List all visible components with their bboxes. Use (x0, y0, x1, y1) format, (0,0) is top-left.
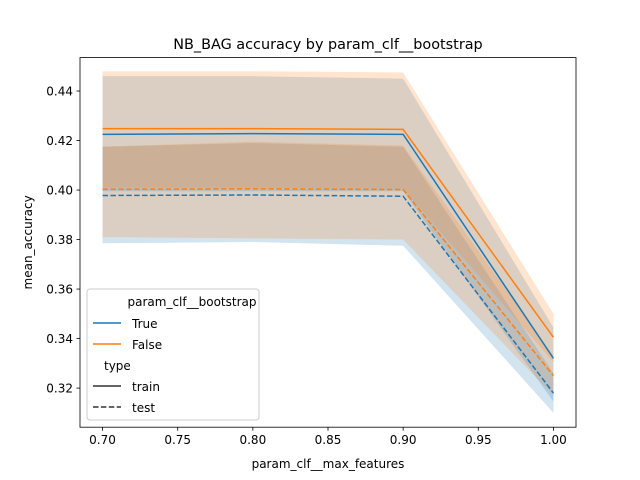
ci-band-true-test (102, 143, 554, 413)
y-axis-label: mean_accuracy (21, 195, 35, 289)
ci-band-true-train (102, 76, 554, 402)
series-line-false-test (102, 188, 555, 377)
legend-style-title: type (104, 359, 131, 373)
x-tick-label: 0.80 (239, 433, 266, 447)
ci-band-false-test (102, 141, 554, 396)
x-tick-label: 0.95 (465, 433, 492, 447)
ci-band-false-train (102, 71, 554, 363)
legend-true-label: True (131, 317, 158, 331)
y-tick-label: 0.40 (46, 183, 73, 197)
y-tick-label: 0.38 (46, 233, 73, 247)
series-lines (102, 127, 555, 394)
y-tick-label: 0.32 (46, 381, 73, 395)
x-tick-label: 0.75 (164, 433, 191, 447)
x-tick-label: 1.00 (540, 433, 567, 447)
legend-box (86, 288, 260, 421)
legend-train-label: train (132, 380, 160, 394)
chart-title: NB_BAG accuracy by param_clf__bootstrap (173, 37, 482, 53)
legend-false-label: False (132, 338, 162, 352)
legend-test-label: test (132, 401, 155, 415)
y-tick-label: 0.44 (46, 84, 73, 98)
y-tick-label: 0.34 (46, 332, 73, 346)
y-axis-ticks: 0.32 0.34 0.36 0.38 0.40 0.42 0.44 (46, 84, 80, 395)
x-tick-label: 0.70 (89, 433, 116, 447)
x-axis-ticks: 0.70 0.75 0.80 0.85 0.90 0.95 1.00 (89, 427, 567, 447)
legend: param_clf__bootstrap True False type tra… (86, 288, 260, 421)
series-line-true-test (102, 194, 555, 394)
x-tick-label: 0.90 (390, 433, 417, 447)
x-axis-label: param_clf__max_features (252, 457, 405, 471)
x-tick-label: 0.85 (315, 433, 342, 447)
legend-hue-title: param_clf__bootstrap (128, 295, 257, 309)
y-tick-label: 0.42 (46, 134, 73, 148)
series-line-false-train (102, 127, 555, 338)
confidence-bands (102, 71, 554, 413)
y-tick-label: 0.36 (46, 282, 73, 296)
series-line-true-train (102, 132, 555, 359)
